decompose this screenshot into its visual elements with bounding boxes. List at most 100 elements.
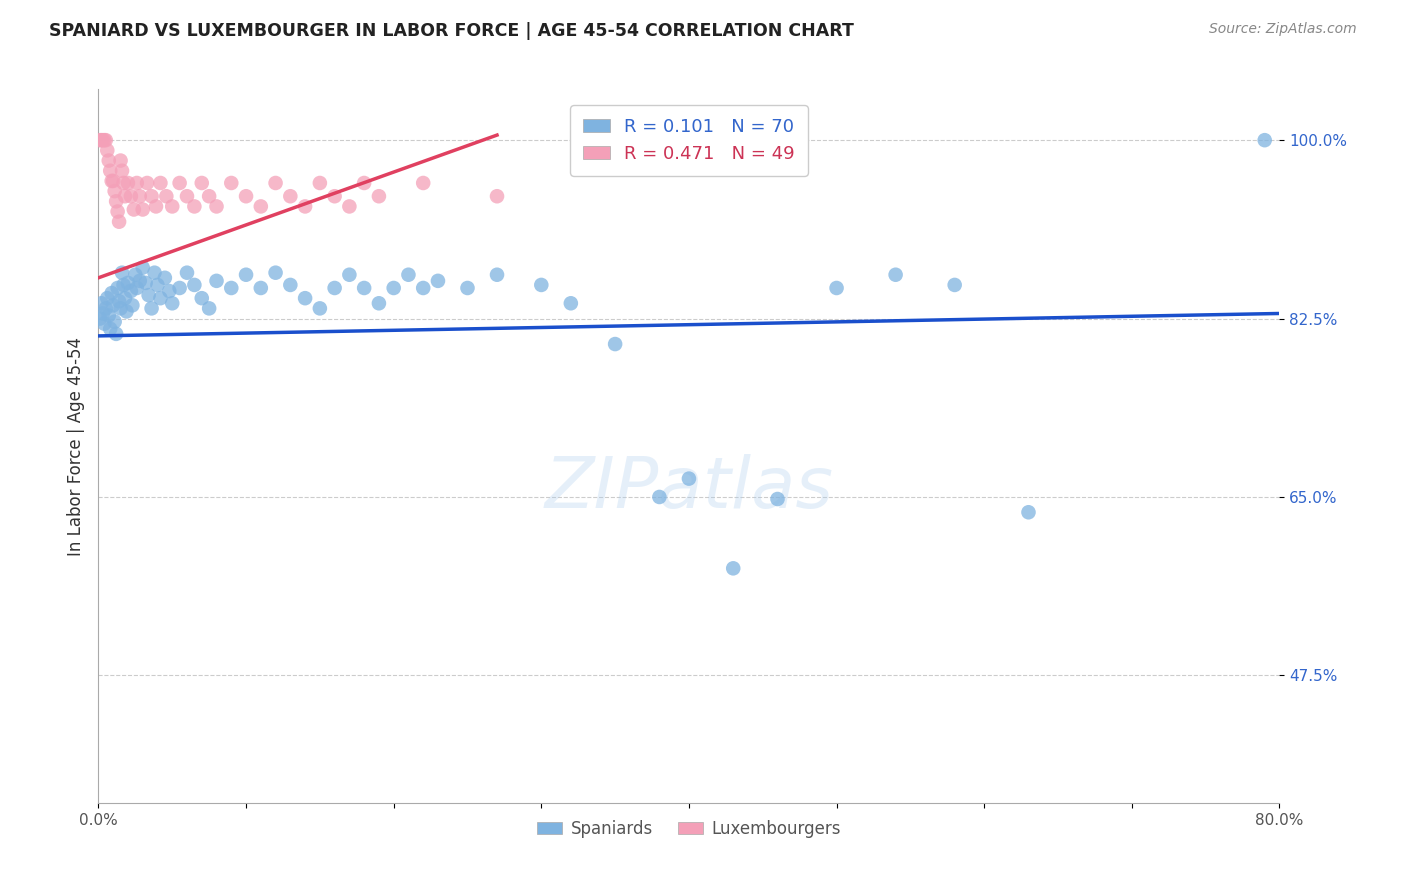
Point (93, 133, 115, 147)
Point (250, 199, 273, 213)
Point (264, 176, 287, 190)
Point (120, 284, 142, 298)
Point (110, 301, 132, 316)
Point (124, 268, 146, 282)
Point (205, 199, 228, 213)
Point (457, 281, 479, 295)
Point (112, 176, 135, 190)
Point (678, 472, 700, 486)
Point (191, 291, 214, 305)
Point (110, 153, 132, 168)
Point (100, 174, 122, 188)
Point (884, 268, 907, 282)
Point (323, 281, 346, 295)
Point (105, 326, 128, 341)
Point (117, 176, 139, 190)
Point (353, 176, 375, 190)
Point (353, 281, 375, 295)
Point (132, 202, 155, 217)
Point (339, 199, 361, 213)
Point (280, 277, 302, 292)
Point (143, 266, 166, 280)
Point (104, 315, 127, 329)
Point (97, 309, 120, 323)
Point (149, 291, 172, 305)
Point (114, 189, 136, 203)
Point (94, 301, 117, 316)
Point (825, 281, 848, 295)
Point (323, 189, 346, 203)
Point (221, 281, 243, 295)
Point (128, 274, 150, 288)
Point (98, 322, 121, 336)
Point (1254, 133, 1277, 147)
Point (97, 153, 120, 168)
Point (96, 144, 118, 158)
Text: SPANIARD VS LUXEMBOURGER IN LABOR FORCE | AGE 45-54 CORRELATION CHART: SPANIARD VS LUXEMBOURGER IN LABOR FORCE … (49, 22, 853, 40)
Point (280, 189, 302, 203)
Point (89, 311, 111, 326)
Point (89, 133, 111, 147)
Point (309, 176, 332, 190)
Point (112, 277, 135, 292)
Point (128, 189, 150, 203)
Point (93, 317, 115, 331)
Point (766, 491, 789, 506)
Point (100, 286, 122, 301)
Point (91, 133, 114, 147)
Point (205, 274, 228, 288)
Point (117, 276, 139, 290)
Point (103, 174, 125, 188)
Point (114, 291, 136, 305)
Point (198, 189, 221, 203)
Point (560, 296, 582, 310)
Point (135, 276, 157, 290)
Point (1018, 505, 1040, 519)
Point (107, 281, 129, 295)
Point (294, 291, 316, 305)
Point (107, 204, 129, 219)
Point (943, 277, 966, 292)
Point (723, 561, 745, 575)
Point (176, 266, 198, 280)
Text: Source: ZipAtlas.com: Source: ZipAtlas.com (1209, 22, 1357, 37)
Point (103, 298, 125, 312)
Point (122, 202, 145, 217)
Point (149, 176, 172, 190)
Legend: Spaniards, Luxembourgers: Spaniards, Luxembourgers (530, 814, 848, 845)
Point (91, 306, 114, 320)
Point (141, 301, 163, 316)
Point (153, 270, 176, 285)
Point (398, 268, 420, 282)
Point (294, 199, 316, 213)
Point (141, 189, 163, 203)
Point (136, 176, 159, 190)
Point (155, 189, 177, 203)
Point (121, 298, 143, 312)
Point (264, 266, 287, 280)
Point (146, 277, 169, 292)
Point (183, 277, 205, 292)
Point (138, 288, 160, 302)
Point (605, 337, 627, 351)
Point (412, 176, 434, 190)
Point (162, 296, 183, 310)
Point (90, 296, 112, 310)
Point (486, 268, 509, 282)
Point (250, 281, 273, 295)
Point (309, 301, 332, 316)
Point (412, 281, 434, 295)
Point (198, 301, 221, 316)
Point (235, 189, 257, 203)
Point (162, 199, 183, 213)
Point (145, 199, 167, 213)
Y-axis label: In Labor Force | Age 45-54: In Labor Force | Age 45-54 (66, 336, 84, 556)
Point (176, 189, 198, 203)
Point (125, 281, 148, 295)
Point (104, 184, 127, 198)
Point (90, 133, 112, 147)
Point (96, 291, 118, 305)
Point (427, 274, 450, 288)
Point (648, 490, 671, 504)
Point (382, 281, 405, 295)
